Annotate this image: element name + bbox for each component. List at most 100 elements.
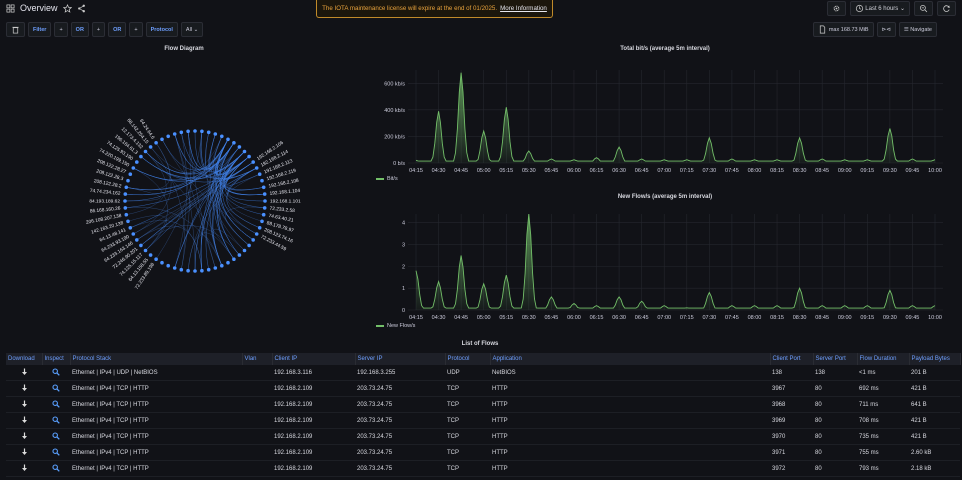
table-row[interactable]: Ethernet | IPv4 | TCP | HTTP 192.168.2.10… <box>6 412 960 429</box>
flow-node[interactable] <box>260 178 264 183</box>
column-header[interactable]: Protocol <box>445 353 491 365</box>
flow-node[interactable] <box>220 263 224 268</box>
flow-node[interactable] <box>247 243 251 248</box>
flow-node[interactable] <box>124 185 129 190</box>
download-button[interactable] <box>6 460 42 477</box>
flow-node[interactable] <box>206 267 211 272</box>
flow-node[interactable] <box>261 185 266 190</box>
column-header[interactable]: Download <box>6 353 43 365</box>
inspect-button[interactable] <box>42 412 70 429</box>
flow-node[interactable] <box>226 260 230 265</box>
flow-node[interactable] <box>257 172 262 176</box>
column-header[interactable]: Flow Duration <box>857 353 910 365</box>
table-row[interactable]: Ethernet | IPv4 | UDP | NetBIOS 192.168.3… <box>6 365 960 381</box>
table-row[interactable]: Ethernet | IPv4 | TCP | HTTP 192.168.2.10… <box>6 396 960 413</box>
inspect-button[interactable] <box>42 365 70 381</box>
collapse-button[interactable]: ⊳⊲ <box>876 22 896 37</box>
flow-node[interactable] <box>126 219 130 224</box>
navigate-button[interactable]: ☰ Navigate <box>898 22 937 37</box>
flow-node[interactable] <box>143 149 148 154</box>
flow-node[interactable] <box>139 243 143 248</box>
flow-node[interactable] <box>200 129 204 134</box>
bits-chart[interactable]: 0 b/s 200 kb/s 400 kb/s 600 kb/s 04:15 04:30 0… <box>370 60 955 190</box>
flow-node[interactable] <box>154 141 158 145</box>
table-row[interactable]: Ethernet | IPv4 | TCP | HTTP 192.168.2.10… <box>6 460 960 477</box>
flow-node[interactable] <box>166 134 170 139</box>
flow-node[interactable] <box>263 199 267 203</box>
more-information-link[interactable]: More Information <box>500 5 547 12</box>
bits-legend[interactable]: Bit/s <box>376 176 398 182</box>
flow-node[interactable] <box>251 160 255 164</box>
inspect-button[interactable] <box>42 396 70 413</box>
flow-node[interactable] <box>186 268 190 273</box>
zoom-out-button[interactable] <box>914 1 933 16</box>
download-button[interactable] <box>6 412 42 429</box>
flow-node[interactable] <box>179 267 184 272</box>
time-range-picker[interactable]: Last 6 hours ⌄ <box>849 1 910 16</box>
flow-node[interactable] <box>254 166 259 170</box>
flows-chart[interactable]: 0 1 2 3 4 04:15 04:30 04:45 05:00 05:15 05:30 05:45… <box>370 206 955 331</box>
flow-node[interactable] <box>200 268 204 273</box>
flow-node[interactable] <box>232 141 236 145</box>
download-button[interactable] <box>6 428 42 445</box>
table-row[interactable]: Ethernet | IPv4 | TCP | HTTP 192.168.2.10… <box>6 444 960 461</box>
flow-node[interactable] <box>262 206 267 210</box>
flow-node[interactable] <box>131 166 136 170</box>
flow-node[interactable] <box>257 226 262 230</box>
flow-node[interactable] <box>242 248 247 253</box>
settings-button[interactable] <box>826 1 846 16</box>
flow-node[interactable] <box>193 269 197 273</box>
refresh-button[interactable] <box>937 1 956 16</box>
flow-node[interactable] <box>260 219 264 224</box>
flow-node[interactable] <box>237 145 242 149</box>
add-or-filter-button-1[interactable]: + <box>91 22 106 37</box>
column-header[interactable]: Client Port <box>770 353 814 365</box>
flow-node[interactable] <box>262 192 267 196</box>
flow-node[interactable] <box>220 134 224 139</box>
dashboards-icon[interactable] <box>6 4 15 13</box>
flow-node[interactable] <box>232 257 236 261</box>
flow-node[interactable] <box>123 192 128 196</box>
share-icon[interactable] <box>77 4 86 13</box>
flow-node[interactable] <box>172 132 177 136</box>
flow-node[interactable] <box>254 232 259 236</box>
inspect-button[interactable] <box>42 460 70 477</box>
delete-filter-button[interactable] <box>6 22 25 37</box>
download-button[interactable] <box>6 396 42 413</box>
flow-node[interactable] <box>143 248 148 253</box>
download-button[interactable] <box>6 380 42 397</box>
flow-node[interactable] <box>128 172 133 176</box>
inspect-button[interactable] <box>42 428 70 445</box>
flow-node[interactable] <box>131 232 136 236</box>
flow-node[interactable] <box>148 253 153 257</box>
flow-node[interactable] <box>172 266 177 270</box>
flow-node[interactable] <box>139 154 143 159</box>
flow-node[interactable] <box>123 199 127 203</box>
flow-node[interactable] <box>261 212 266 217</box>
flow-node[interactable] <box>247 154 251 159</box>
flow-node[interactable] <box>206 130 211 135</box>
flow-node[interactable] <box>213 266 218 270</box>
flow-node[interactable] <box>213 132 218 136</box>
flow-diagram[interactable]: 192.168.2.106192.168.2.114192.168.2.1131… <box>60 56 330 346</box>
flow-node[interactable] <box>242 149 247 154</box>
column-header[interactable]: Client IP <box>272 353 356 365</box>
column-header[interactable]: Server IP <box>355 353 446 365</box>
download-button[interactable] <box>6 444 42 461</box>
column-header[interactable]: Inspect <box>42 353 71 365</box>
inspect-button[interactable] <box>42 444 70 461</box>
flow-node[interactable] <box>226 137 230 142</box>
protocol-select[interactable]: All ⌄ <box>180 22 204 37</box>
flow-node[interactable] <box>135 238 139 242</box>
flow-node[interactable] <box>124 212 129 217</box>
table-row[interactable]: Ethernet | IPv4 | TCP | HTTP 192.168.2.10… <box>6 380 960 397</box>
download-max-button[interactable]: max 168.73 MiB <box>813 22 874 37</box>
flow-node[interactable] <box>160 137 164 142</box>
inspect-button[interactable] <box>42 380 70 397</box>
column-header[interactable]: Vlan <box>242 353 273 365</box>
add-or-filter-button-2[interactable]: + <box>129 22 143 37</box>
flow-node[interactable] <box>135 160 139 164</box>
flow-node[interactable] <box>148 145 153 149</box>
download-button[interactable] <box>6 365 42 381</box>
flow-node[interactable] <box>160 260 164 265</box>
